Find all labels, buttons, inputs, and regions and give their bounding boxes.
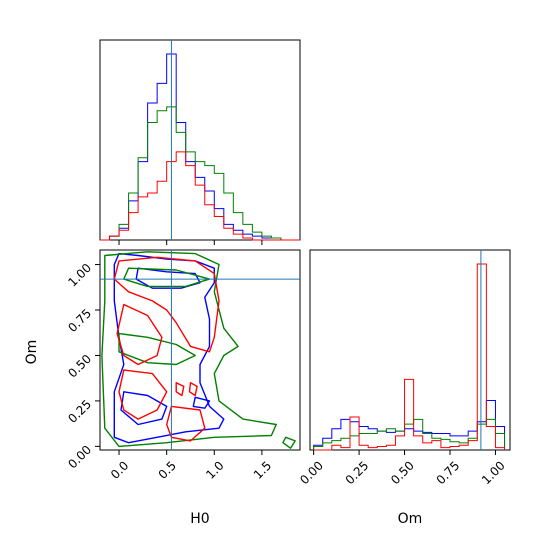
contour-green-3: [282, 436, 296, 449]
om-marginal-frame: [309, 249, 511, 451]
h0-histogram-red: [100, 151, 300, 241]
contour-red-2: [118, 369, 168, 420]
om-axis-label: Om: [398, 511, 423, 527]
contour-red-4: [175, 382, 185, 397]
h0-marginal-ticks: [118, 240, 263, 245]
om-histograms: [313, 263, 506, 451]
h0-axis-label: H0: [190, 511, 209, 527]
contour-blue-2: [120, 391, 168, 426]
joint-contours: [101, 251, 296, 449]
om-histogram-red: [313, 263, 506, 451]
h0-histogram-green: [100, 106, 300, 241]
contour-blue-3: [192, 396, 211, 409]
om-y-axis-label: Om: [24, 340, 40, 365]
h0-marginal-frame: [99, 39, 301, 241]
contour-red-5: [188, 382, 198, 397]
h0-histograms: [100, 53, 300, 241]
contour-blue-0: [113, 252, 225, 444]
contour-red-3: [166, 405, 206, 442]
contour-red-0: [113, 256, 220, 353]
h0-marginal-panel: [99, 39, 301, 245]
joint-frame: [99, 249, 301, 451]
contour-red-1: [116, 303, 163, 366]
contour-green-0: [101, 251, 277, 448]
